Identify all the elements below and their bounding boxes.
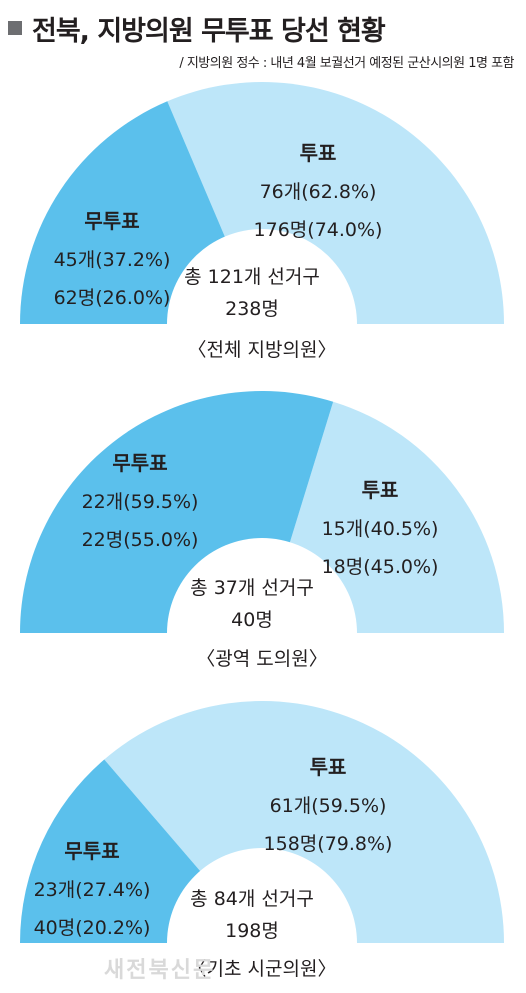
vote-districts: 15개(40.5%) [322, 518, 439, 540]
semicircle-chart-3: 무투표 23개(27.4%) 40명(20.2%) 투표 61개(59.5%) 158명(… [20, 701, 505, 980]
header: 전북, 지방의원 무투표 당선 현황 [8, 8, 386, 48]
no-vote-members: 22명(55.0%) [82, 529, 199, 551]
center-hole [167, 848, 357, 943]
vote-label: 투표 [310, 755, 347, 779]
vote-members: 18명(45.0%) [322, 556, 439, 578]
vote-label: 투표 [362, 478, 399, 502]
vote-districts: 76개(62.8%) [260, 181, 377, 203]
vote-members: 176명(74.0%) [254, 219, 383, 241]
center-hole [167, 229, 357, 324]
center-total-districts: 총 121개 선거구 [184, 266, 320, 288]
title-bullet-icon [8, 21, 22, 35]
vote-members: 158명(79.8%) [264, 833, 393, 855]
center-hole [167, 538, 357, 633]
slice-vote [104, 701, 505, 943]
center-total-districts: 총 37개 선거구 [190, 577, 314, 599]
no-vote-districts: 45개(37.2%) [54, 249, 171, 271]
chart-caption: 〈전체 지방의원〉 [188, 339, 337, 361]
no-vote-districts: 23개(27.4%) [34, 879, 151, 901]
vote-districts: 61개(59.5%) [270, 795, 387, 817]
no-vote-members: 40명(20.2%) [34, 917, 151, 939]
no-vote-label: 무투표 [84, 209, 139, 233]
vote-label: 투표 [300, 141, 337, 165]
no-vote-members: 62명(26.0%) [54, 287, 171, 309]
chart-caption: 〈기초 시군의원〉 [188, 958, 337, 980]
watermark: 새전북신문 [104, 958, 216, 983]
no-vote-districts: 22개(59.5%) [82, 491, 199, 513]
page-title: 전북, 지방의원 무투표 당선 현황 [32, 15, 386, 47]
center-total-members: 238명 [225, 298, 279, 320]
page-note: / 지방의원 정수 : 내년 4월 보궐선거 예정된 군산시의원 1명 포함 [179, 56, 514, 71]
center-total-members: 40명 [231, 609, 273, 631]
no-vote-label: 무투표 [112, 451, 167, 475]
semicircle-chart-2: 무투표 22개(59.5%) 22명(55.0%) 투표 15개(40.5%) 18명(4… [20, 390, 504, 670]
center-total-members: 198명 [225, 920, 279, 942]
center-total-districts: 총 84개 선거구 [190, 888, 314, 910]
chart-caption: 〈광역 도의원〉 [196, 648, 327, 670]
no-vote-label: 무투표 [64, 839, 119, 863]
semicircle-chart-1: 무투표 45개(37.2%) 62명(26.0%) 투표 76개(62.8%) 176명(… [20, 82, 504, 361]
